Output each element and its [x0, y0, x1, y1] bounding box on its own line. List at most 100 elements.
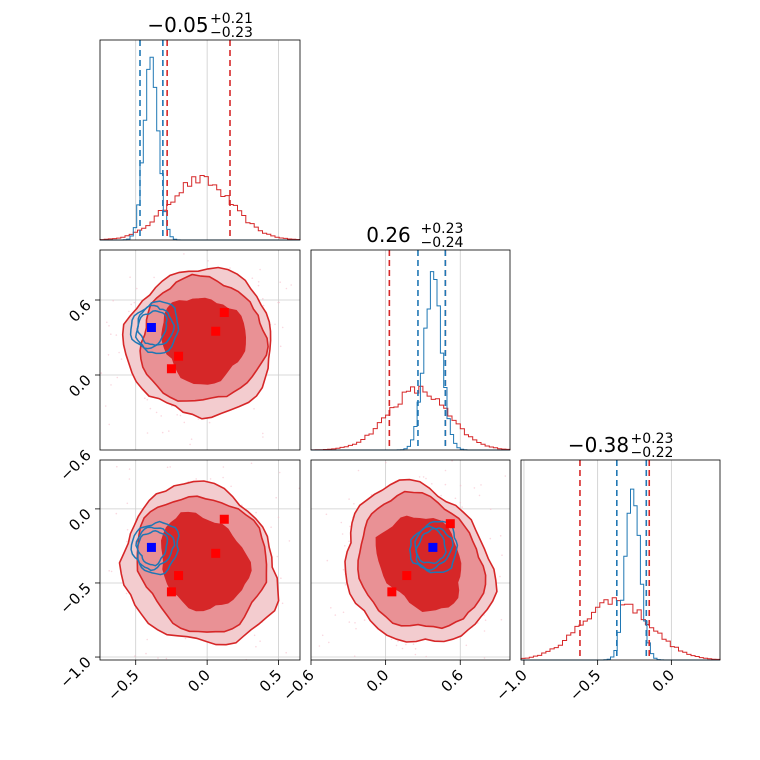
contour-1-2-sample-259	[342, 568, 345, 571]
contour-0-1-sample-225	[160, 415, 162, 417]
panel-title-minus-0: −0.23	[210, 25, 253, 41]
contour-0-2-sample-112	[288, 540, 291, 542]
panel-title-1: 0.26	[366, 223, 411, 247]
contour-0-2-blue-contour-2	[130, 520, 180, 576]
contour-0-1-red-marker-3	[219, 308, 229, 317]
contour-1-2-sample-247	[344, 545, 346, 547]
contour-0-2-sample-246	[126, 502, 129, 505]
contour-0-2-frame	[99, 459, 301, 661]
ytick-label-1-1: 0.6	[65, 296, 95, 326]
hist-panel-0-frame	[99, 39, 301, 241]
contour-1-2-sample-129	[390, 638, 393, 641]
contour-0-1-sample-65	[146, 398, 149, 401]
contour-0-2-sample-171	[165, 657, 168, 660]
contour-0-1-sample-235	[106, 321, 108, 324]
contour-0-1-sample-259	[90, 358, 92, 360]
contour-0-1-sample-244	[183, 421, 186, 424]
contour-0-2-sample-127	[128, 468, 131, 470]
hist-panel-2-frame	[520, 459, 721, 661]
contour-0-1-sample-39	[69, 298, 71, 300]
contour-1-2-sample-12	[478, 494, 481, 497]
contour-1-2-sample-63	[428, 699, 430, 701]
contour-0-2-sample-146	[255, 511, 257, 514]
contour-0-2-sample-24	[301, 471, 303, 473]
contour-1-2-sample-183	[405, 643, 407, 646]
contour-1-2-sample-88	[459, 501, 462, 504]
contour-1-2-blue-contour-1	[414, 525, 454, 571]
contour-1-2-sample-189	[348, 621, 351, 623]
contour-0-1-sample-144	[153, 276, 155, 279]
contour-1-2-sample-133	[483, 657, 486, 659]
xtick-label-2-2: 0.0	[649, 666, 679, 696]
xtick-label-0-1: 0.0	[184, 666, 214, 696]
contour-1-2-sample-51	[395, 644, 398, 647]
contour-1-2-sample-229	[461, 506, 463, 508]
contour-0-1-sample-193	[257, 284, 260, 287]
contour-1-2-sample-24	[385, 461, 387, 464]
contour-1-2-sample-194	[483, 630, 486, 632]
contour-1-2-red-marker-1	[387, 587, 397, 597]
contour-0-2-blue-contour-1	[135, 526, 176, 572]
contour-0-2-sample-3	[280, 577, 282, 579]
ytick-label-1-0: 0.0	[65, 371, 95, 401]
contour-1-2-sample-72	[357, 469, 360, 472]
contour-0-1-sample-92	[161, 431, 164, 434]
contour-0-2-sample-220	[306, 541, 308, 543]
contour-1-2-sample-231	[328, 641, 330, 644]
contour-0-1-sample-106	[262, 304, 265, 307]
contour-1-2-sample-136	[363, 619, 366, 621]
panel-title-minus-1: −0.24	[421, 235, 464, 251]
xtick-label-2-1: −0.5	[566, 666, 604, 704]
contour-1-2-sample-112	[414, 653, 417, 656]
contour-0-1-sample-180	[251, 277, 254, 280]
contour-1-2-sample-116	[412, 643, 415, 645]
contour-1-2-sample-249	[422, 476, 425, 478]
contour-1-2-sample-2	[425, 477, 427, 480]
contour-0-1-sample-67	[110, 384, 112, 386]
contour-0-2-sample-106	[110, 570, 113, 573]
contour-1-2-sample-115	[318, 645, 321, 647]
contour-0-1-sample-64	[95, 353, 97, 355]
contour-0-1-sample-20	[254, 247, 256, 249]
contour-1-2-sample-74	[348, 498, 350, 500]
contour-0-2-sample-103	[128, 478, 131, 480]
contour-1-2-red-marker-2	[445, 519, 455, 529]
contour-0-2-sample-160	[277, 516, 280, 519]
contour-0-1-sample-164	[290, 284, 293, 286]
contour-0-2-sample-222	[98, 472, 100, 474]
contour-0-1-red-marker-1	[166, 364, 176, 374]
contour-0-1-sample-153	[53, 395, 55, 397]
contour-0-1-sample-197	[262, 436, 264, 438]
panel-title-0: −0.05	[147, 13, 208, 37]
contour-0-1-sample-184	[107, 354, 110, 356]
contour-0-2-sample-117	[285, 651, 288, 654]
contour-1-2-sample-197	[325, 513, 328, 516]
contour-1-2-sample-150	[473, 487, 476, 489]
contour-0-1-sample-13	[116, 376, 119, 379]
hist-panel-1-frame	[310, 249, 511, 451]
contour-0-2-blue-contour-0	[136, 530, 169, 567]
contour-1-2-sample-78	[459, 484, 462, 487]
hist-red-1	[310, 385, 511, 451]
contour-1-2-sample-164	[321, 634, 324, 637]
contour-1-2-sample-75	[348, 540, 350, 543]
contour-0-2-sample-234	[125, 592, 128, 595]
contour-0-2-sample-41	[250, 462, 253, 465]
contour-0-2-sample-196	[222, 476, 224, 479]
contour-1-2-sample-230	[326, 559, 329, 562]
contour-1-2-sample-69	[501, 554, 503, 556]
contour-0-1-frame	[99, 249, 301, 451]
contour-1-2-sample-35	[354, 622, 356, 624]
contour-0-1-sample-208	[110, 333, 112, 336]
hist-panel-1-background	[311, 250, 510, 450]
contour-1-2-sample-16	[431, 483, 433, 485]
contour-0-2-sample-217	[308, 565, 310, 567]
contour-0-2-sample-69	[145, 652, 147, 655]
contour-0-1-sample-178	[155, 411, 158, 414]
xtick-label-1-0: −0.6	[279, 666, 317, 704]
contour-1-2-sample-123	[342, 611, 345, 614]
contour-0-1-sample-179	[259, 268, 261, 271]
contour-1-2-sample-226	[444, 483, 447, 486]
contour-0-2-sample-100	[166, 466, 169, 469]
ytick-label-2-2: 0.0	[65, 505, 95, 535]
